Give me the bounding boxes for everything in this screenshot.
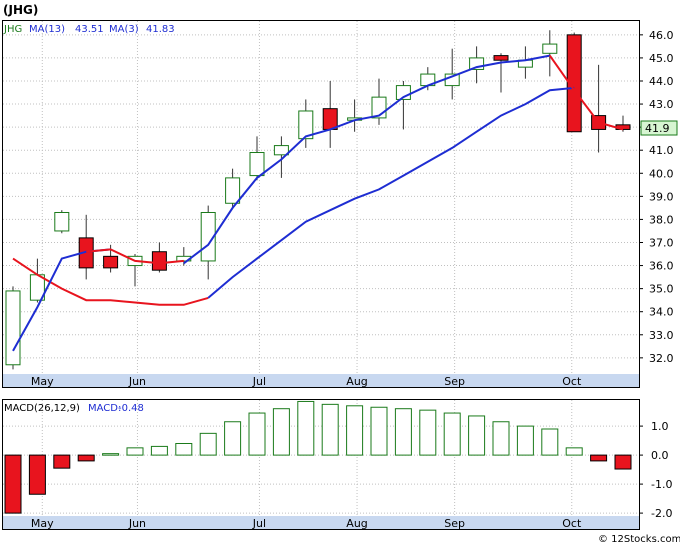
candle-up	[298, 110, 314, 140]
macd-bar-positive	[272, 408, 290, 456]
candle-up	[249, 152, 265, 177]
macd-bar-negative	[4, 454, 22, 514]
price-y-tick-label: 41.0	[649, 144, 674, 157]
candle-down	[566, 34, 582, 133]
price-y-tick-label: 46.0	[649, 29, 674, 42]
price-legend-ma3-value: 41.83	[146, 24, 175, 35]
price-legend-ma3-label: MA(3)	[109, 24, 139, 35]
macd-bar-positive	[541, 428, 559, 456]
macd-bar-positive	[199, 432, 217, 456]
candle-up	[273, 145, 289, 156]
price-y-tick-label: 34.0	[649, 306, 674, 319]
macd-bar-positive	[516, 425, 534, 456]
macd-bar-positive	[224, 421, 242, 456]
macd-bar-negative	[77, 454, 95, 462]
price-x-axis-band	[3, 374, 639, 387]
candle-down	[151, 251, 167, 271]
macd-legend-value: -0.48	[118, 403, 144, 414]
ma-short-line-late	[548, 55, 624, 131]
macd-x-tick-label: Sep	[444, 517, 465, 530]
candle-down	[322, 108, 338, 130]
macd-bar-negative	[53, 454, 71, 469]
candle-up	[225, 177, 241, 204]
macd-bar-positive	[419, 409, 437, 456]
price-y-tick-label: 38.0	[649, 213, 674, 226]
chart-title: (JHG)	[3, 3, 38, 17]
ma-long-line	[207, 86, 575, 299]
macd-bar-positive	[102, 453, 120, 456]
macd-bar-positive	[175, 443, 193, 456]
macd-x-tick-label: Jul	[252, 517, 266, 530]
ma-short-line-early	[86, 248, 184, 265]
price-grid	[3, 21, 639, 374]
candle-up	[5, 290, 21, 366]
last-price-tag: 41.9	[645, 122, 670, 135]
macd-bar-negative	[590, 454, 608, 462]
price-y-tick-label: 35.0	[649, 283, 674, 296]
price-x-axis: May Jun Jul Aug Sep Oct	[31, 375, 582, 388]
price-y-tick-label: 33.0	[649, 329, 674, 342]
footer-credit: © 12Stocks.com	[598, 534, 680, 545]
price-y-tick-label: 45.0	[649, 52, 674, 65]
price-x-tick-label: Jun	[128, 375, 146, 388]
macd-y-axis: 1.0 0.0 -1.0 -2.0	[639, 420, 672, 520]
macd-x-axis: May Jun Jul Aug Sep Oct	[31, 517, 582, 530]
macd-panel-frame	[2, 399, 640, 530]
macd-bar-negative	[28, 454, 46, 495]
price-y-tick-label: 44.0	[649, 75, 674, 88]
candle-down	[103, 255, 119, 269]
moving-average-lines	[12, 54, 624, 352]
macd-bar-positive	[468, 415, 486, 456]
price-y-tick-label: 43.0	[649, 98, 674, 111]
macd-bar-positive	[492, 421, 510, 456]
macd-y-tick-label: 0.0	[651, 449, 669, 462]
price-y-tick-label: 32.0	[649, 352, 674, 365]
macd-bar-positive	[297, 400, 315, 456]
macd-bar-positive	[346, 405, 364, 456]
macd-legend-value-label: MACD:	[88, 403, 121, 414]
price-x-tick-label: Sep	[444, 375, 465, 388]
macd-bar-positive	[443, 412, 461, 456]
macd-bar-positive	[150, 445, 168, 456]
last-price-tag-bg	[640, 120, 678, 136]
price-x-tick-label: May	[31, 375, 54, 388]
price-y-tick-label: 40.0	[649, 167, 674, 180]
candle-up	[54, 211, 70, 232]
macd-x-tick-label: Aug	[346, 517, 367, 530]
price-y-tick-label: 37.0	[649, 236, 674, 249]
price-legend-ma13-value: 43.51	[75, 24, 104, 35]
price-x-tick-label: Aug	[346, 375, 367, 388]
macd-bar-positive	[321, 403, 339, 456]
macd-y-tick-label: 1.0	[651, 420, 669, 433]
ma-slow-line-early	[12, 257, 209, 306]
candle-up	[542, 43, 558, 54]
macd-bar-positive	[126, 447, 144, 456]
macd-bar-positive	[248, 412, 266, 456]
candle-down	[493, 55, 509, 61]
macd-bar-positive	[394, 408, 412, 456]
price-legend-symbol: JHG	[3, 24, 22, 35]
candle-up	[200, 211, 216, 262]
macd-x-tick-label: Jun	[128, 517, 146, 530]
price-legend-ma13-label: MA(13)	[29, 24, 65, 35]
macd-bar-positive	[565, 447, 583, 456]
price-y-axis: 32.0 33.0 34.0 35.0 36.0 37.0 38.0 39.0 40.0 41.0…	[639, 29, 674, 365]
macd-y-tick-label: -2.0	[651, 507, 672, 520]
macd-x-axis-band	[3, 516, 639, 529]
price-x-tick-label: Jul	[252, 375, 266, 388]
macd-bar-negative	[614, 454, 632, 470]
price-y-tick-label: 36.0	[649, 260, 674, 273]
macd-legend-label: MACD(26,12,9)	[4, 403, 80, 414]
price-y-tick-label: 39.0	[649, 190, 674, 203]
macd-y-tick-label: -1.0	[651, 478, 672, 491]
candle-up	[469, 57, 485, 70]
macd-x-tick-label: Oct	[562, 517, 582, 530]
macd-bars	[4, 400, 632, 514]
price-panel-frame	[2, 20, 640, 388]
ma-fast-line	[183, 54, 550, 265]
macd-bar-positive	[370, 406, 388, 456]
price-x-tick-label: Oct	[562, 375, 582, 388]
macd-x-tick-label: May	[31, 517, 54, 530]
